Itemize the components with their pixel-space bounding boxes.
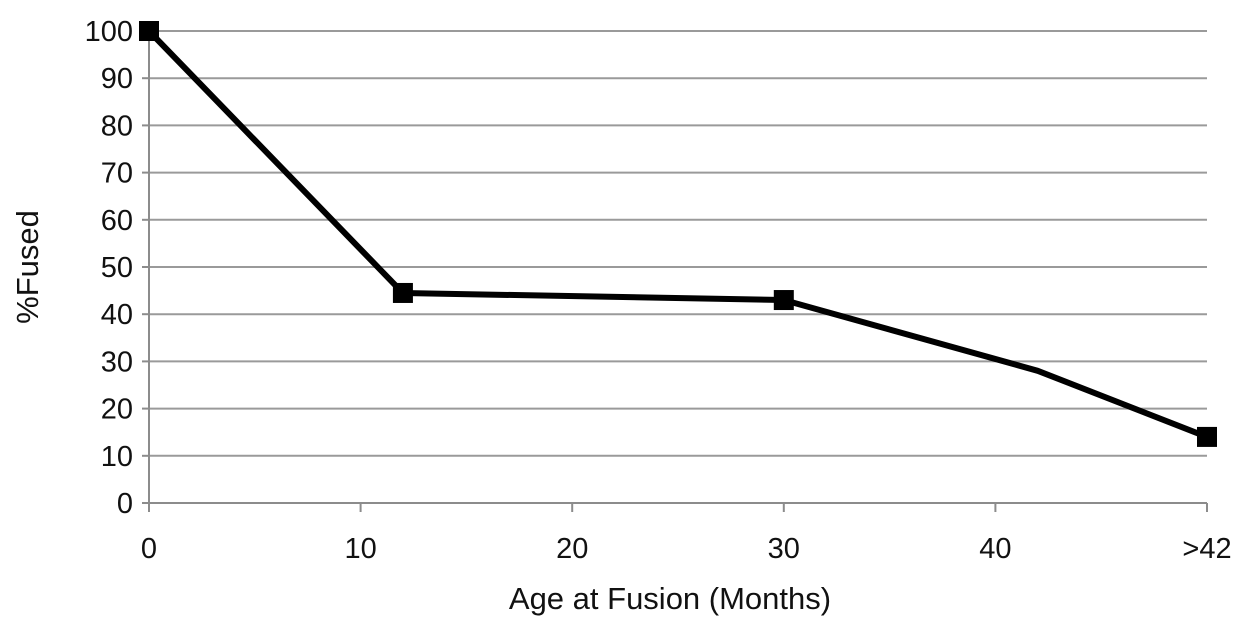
axes (142, 30, 1208, 512)
data-point-0-0 (139, 21, 159, 41)
data-point-0-2 (773, 290, 794, 311)
y-tick-label-8: 80 (101, 110, 133, 142)
y-tick-label-7: 70 (101, 158, 133, 190)
series (139, 21, 1217, 447)
y-tick-label-4: 40 (101, 299, 133, 331)
y-axis-title: %Fused (10, 210, 45, 324)
y-tick-label-5: 50 (101, 252, 133, 284)
y-tick-label-2: 20 (101, 394, 133, 426)
y-tick-label-10: 100 (85, 16, 133, 48)
x-tick-label-1: 10 (344, 533, 376, 565)
x-tick-label-0: 0 (141, 533, 157, 565)
x-tick-label-3: 30 (768, 533, 800, 565)
y-tick-label-6: 60 (101, 205, 133, 237)
y-tick-label-1: 10 (101, 441, 133, 473)
x-tick-label-2: 20 (556, 533, 588, 565)
grid (149, 30, 1207, 457)
tick-labels: 0 10 20 30 40 50 60 70 80 90 100 0 10 20 30 40 >42 (85, 16, 1232, 565)
data-point-0-3 (1197, 426, 1217, 447)
data-point-0-1 (392, 282, 413, 303)
x-tick-label-4: 40 (979, 533, 1011, 565)
y-tick-label-3: 30 (101, 346, 133, 378)
series-line-0 (146, 28, 1210, 440)
x-axis-title: Age at Fusion (Months) (509, 581, 831, 616)
y-tick-label-0: 0 (117, 488, 133, 520)
x-tick-label-5: >42 (1182, 533, 1231, 565)
y-tick-label-9: 90 (101, 63, 133, 95)
